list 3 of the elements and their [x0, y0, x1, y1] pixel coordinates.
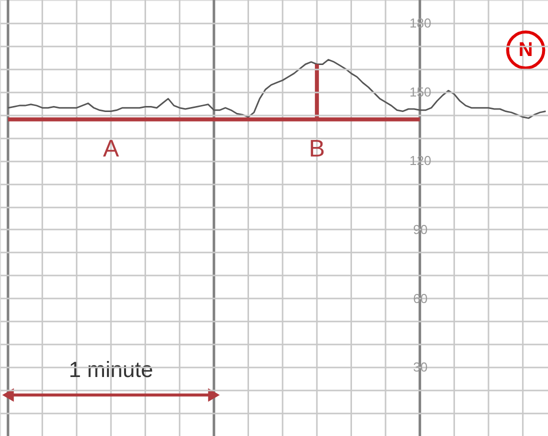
annotation: B: [308, 135, 325, 162]
annotation: A: [102, 135, 119, 162]
y-tick-label: 60: [413, 290, 428, 306]
